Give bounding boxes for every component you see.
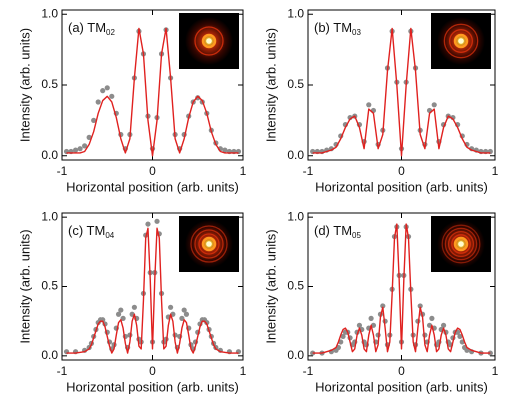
- panel-label-subscript: 05: [352, 231, 361, 240]
- y-tick-label: 0.0: [287, 348, 304, 362]
- data-point: [105, 85, 110, 90]
- panel-label-subscript: 04: [105, 231, 114, 240]
- data-point: [145, 221, 150, 226]
- data-point: [432, 102, 437, 107]
- inset-core: [206, 38, 212, 44]
- data-point: [369, 316, 374, 321]
- panel-label-subscript: 03: [352, 28, 361, 37]
- x-tick-label: -1: [303, 364, 314, 378]
- panel-label: (b) TM03: [314, 20, 361, 37]
- data-point: [184, 312, 189, 317]
- x-tick-label: -1: [57, 364, 68, 378]
- y-tick-label: 0.5: [41, 279, 58, 293]
- inset-core: [206, 241, 212, 247]
- panel-label-text: (a) TM: [68, 20, 106, 35]
- data-point: [132, 305, 137, 310]
- inset-core: [458, 38, 464, 44]
- data-point: [429, 316, 434, 321]
- y-tick-label: 0.0: [41, 148, 58, 162]
- x-axis-label: Horizontal position (arb. units): [66, 379, 239, 394]
- inset-core: [458, 241, 464, 247]
- figure: 0.00.51.0-101Horizontal position (arb. u…: [0, 0, 511, 396]
- panel-label-subscript: 02: [106, 28, 115, 37]
- data-point: [100, 88, 105, 93]
- y-tick-label: 0.0: [287, 148, 304, 162]
- x-tick-label: 1: [240, 164, 247, 178]
- panel-label-text: (c) TM: [68, 223, 105, 238]
- data-point: [78, 146, 83, 151]
- panel-label: (a) TM02: [68, 20, 115, 37]
- data-point: [109, 94, 114, 99]
- x-tick-label: 0: [398, 364, 405, 378]
- y-tick-label: 0.5: [41, 77, 58, 91]
- x-axis-label: Horizontal position (arb. units): [315, 379, 488, 394]
- data-point: [96, 99, 101, 104]
- y-tick-label: 1.0: [41, 209, 58, 223]
- panel: 0.0 0.5 1.0 -1 0 1 Horizontal position (arb. u…: [263, 6, 498, 194]
- data-point: [441, 323, 446, 328]
- x-axis-label: Horizontal position (arb. units): [315, 179, 488, 194]
- y-axis-label: Intensity (arb. units): [263, 28, 278, 142]
- y-tick-label: 0.5: [287, 279, 304, 293]
- x-tick-label: 0: [149, 364, 156, 378]
- x-axis-label: Horizontal position (arb. units): [66, 179, 239, 194]
- data-point: [118, 307, 123, 312]
- x-tick-label: -1: [57, 164, 68, 178]
- data-point: [73, 147, 78, 152]
- panel: 0.0 0.5 1.0 -1 0 1 Horizontal position (arb. u…: [263, 209, 498, 394]
- y-tick-label: 1.0: [287, 209, 304, 223]
- data-point: [154, 219, 159, 224]
- y-axis-label: Intensity (arb. units): [17, 28, 32, 142]
- x-tick-label: 0: [149, 164, 156, 178]
- x-tick-label: -1: [303, 164, 314, 178]
- x-tick-label: 1: [492, 364, 499, 378]
- x-tick-label: 1: [492, 164, 499, 178]
- panel-label: (c) TM04: [68, 223, 115, 240]
- page: 0.00.51.0-101Horizontal position (arb. u…: [0, 0, 511, 396]
- data-point: [366, 102, 371, 107]
- y-tick-label: 0.5: [287, 77, 304, 91]
- y-axis-label: Intensity (arb. units): [263, 229, 278, 343]
- panel-label: (d) TM05: [314, 223, 361, 240]
- panel-label-text: (b) TM: [314, 20, 352, 35]
- panel-label-text: (d) TM: [314, 223, 352, 238]
- data-point: [168, 305, 173, 310]
- y-tick-label: 0.0: [41, 348, 58, 362]
- y-tick-label: 1.0: [41, 6, 58, 20]
- y-axis-label: Intensity (arb. units): [17, 229, 32, 343]
- y-tick-label: 1.0: [287, 6, 304, 20]
- x-tick-label: 1: [240, 364, 247, 378]
- x-tick-label: 0: [398, 164, 405, 178]
